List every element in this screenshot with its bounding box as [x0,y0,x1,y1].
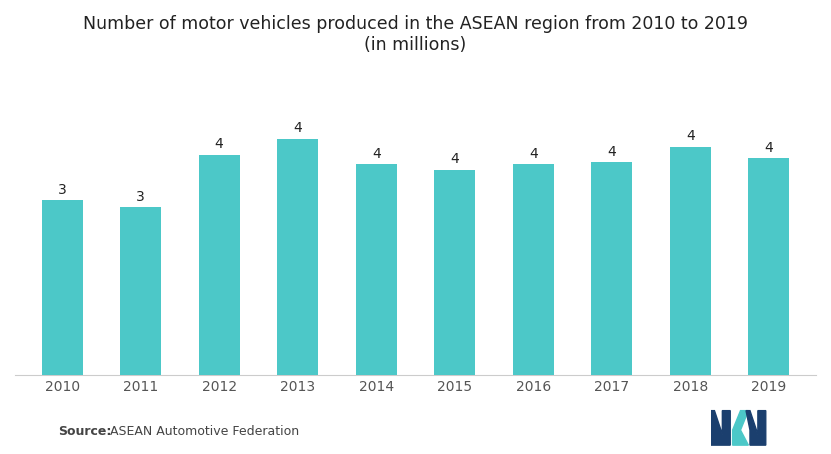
Bar [435,170,475,375]
Bar [592,162,632,375]
Bar [120,207,161,375]
Text: 3: 3 [136,190,145,203]
Text: 4: 4 [765,141,774,155]
Polygon shape [746,410,766,445]
Text: 4: 4 [293,122,302,135]
Bar [199,155,239,375]
Text: 4: 4 [686,129,695,143]
Text: 4: 4 [214,137,224,151]
Text: 4: 4 [607,145,617,159]
Bar [278,139,318,375]
Text: ASEAN Automotive Federation: ASEAN Automotive Federation [110,425,299,438]
Title: Number of motor vehicles produced in the ASEAN region from 2010 to 2019
(in mill: Number of motor vehicles produced in the… [83,15,748,54]
Bar [670,147,711,375]
Polygon shape [711,410,730,445]
Text: 4: 4 [450,153,460,166]
Text: 4: 4 [371,147,381,161]
Bar [749,158,789,375]
Polygon shape [733,410,749,445]
Bar [356,164,396,375]
Text: 3: 3 [57,183,66,197]
Bar [42,200,82,375]
Text: 4: 4 [529,147,538,161]
Bar [513,164,553,375]
Text: Source:: Source: [58,425,111,438]
